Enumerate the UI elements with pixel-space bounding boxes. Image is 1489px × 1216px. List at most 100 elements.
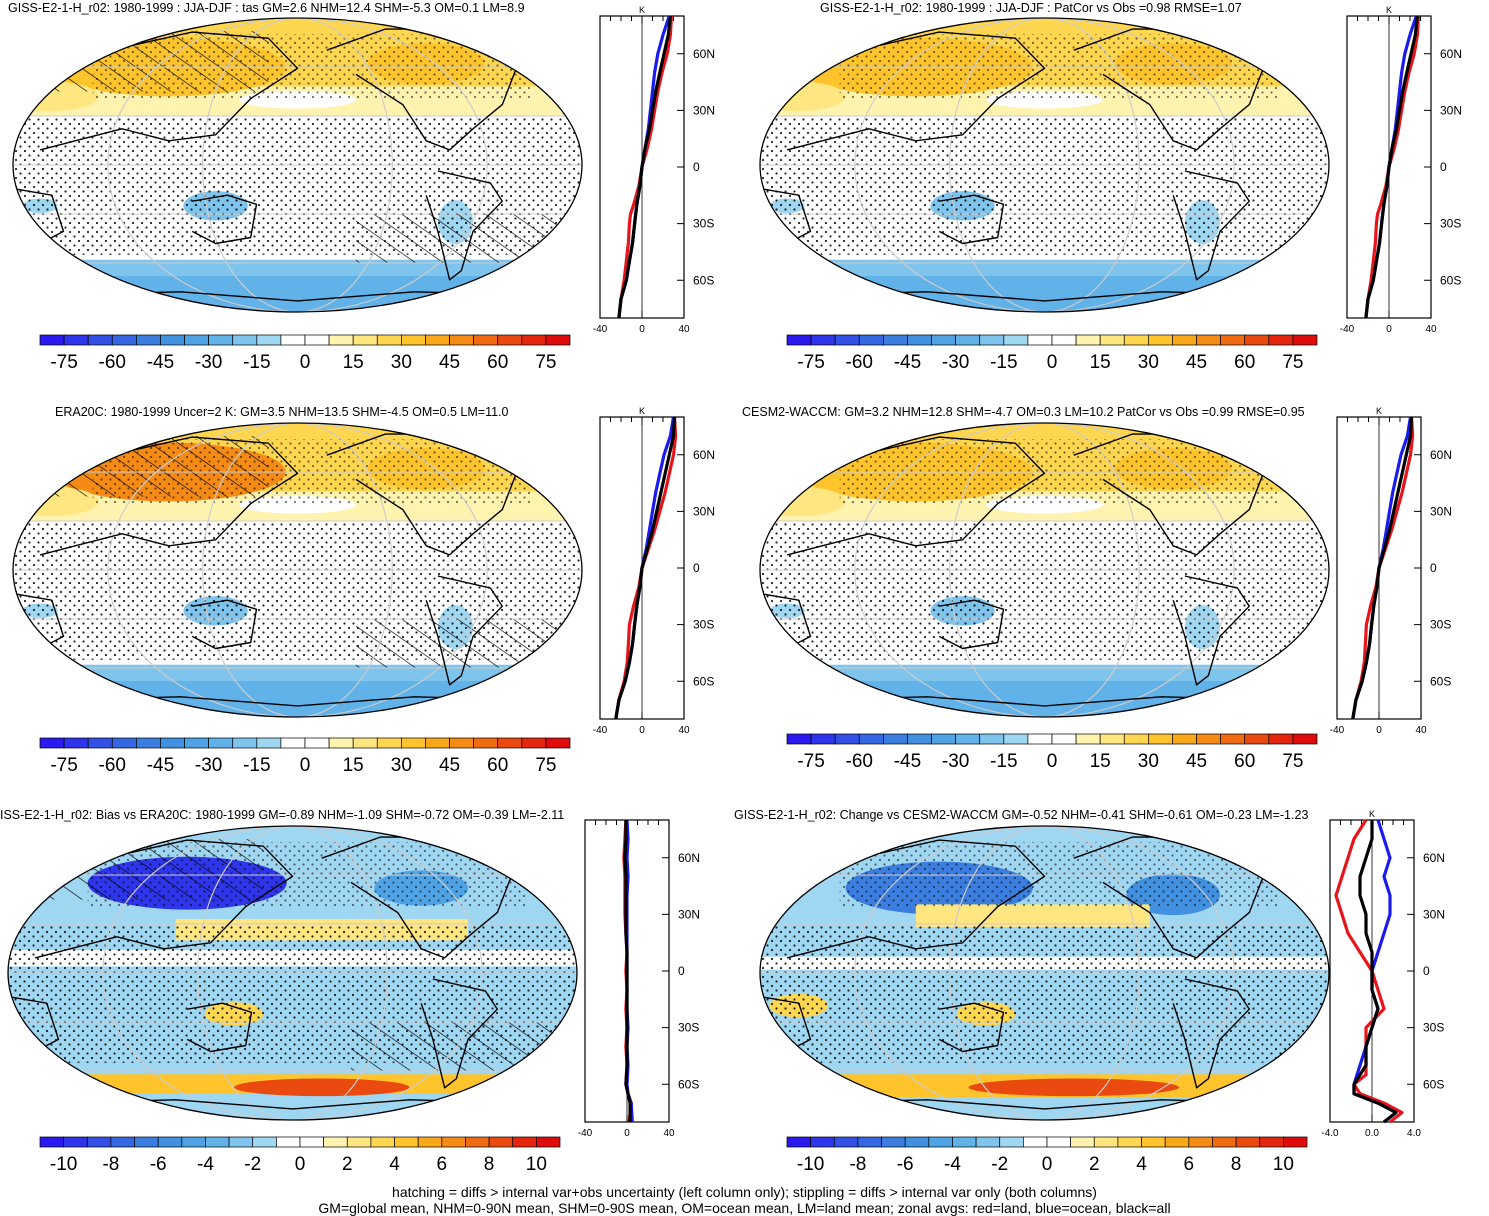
colorbar-box xyxy=(181,1136,206,1148)
colorbar-box xyxy=(136,334,161,346)
colorbar-box xyxy=(425,334,450,346)
map xyxy=(759,825,1330,1121)
colorbar-box xyxy=(1148,334,1173,346)
colorbar-box xyxy=(928,1136,953,1148)
colorbar-tick-label: 30 xyxy=(1138,751,1159,772)
colorbar-box xyxy=(952,1136,977,1148)
warm-antarctic-coast xyxy=(234,1078,410,1097)
colorbar-tick-label: 15 xyxy=(1090,751,1111,772)
zonal-y-tick-label: 60N xyxy=(678,851,700,865)
map-border xyxy=(759,17,1330,313)
colorbar-box xyxy=(883,733,908,745)
colorbar-box xyxy=(299,1136,324,1148)
colorbar-box xyxy=(232,334,258,346)
zonal-y-tick-label: 60S xyxy=(693,273,714,287)
colorbar-tick-label: -30 xyxy=(195,352,222,373)
zonal-x-tick-label: 0 xyxy=(639,725,645,736)
zonal-x-tick-label: -40 xyxy=(1330,725,1345,736)
colorbar-box xyxy=(1283,1136,1308,1148)
hatching xyxy=(356,214,561,263)
hatching xyxy=(356,619,561,668)
continent-australia xyxy=(191,599,258,650)
colorbar-tick-label: 0 xyxy=(1047,751,1058,772)
colorbar-box xyxy=(786,733,812,745)
colorbar-tick-label: 15 xyxy=(343,352,364,373)
band-antarctic-inner xyxy=(760,276,1329,312)
zonal-x-tick-label: 0 xyxy=(624,1128,630,1139)
zonal-y-tick-label: 0 xyxy=(1430,561,1437,575)
colorbar-box xyxy=(1003,733,1029,745)
colorbar-box xyxy=(857,1136,882,1148)
colorbar-box xyxy=(858,334,884,346)
colorbar-box xyxy=(1027,733,1053,745)
colorbar: -75 -60 -45 -30 -15 0 15 30 45 60 75 xyxy=(39,737,571,776)
colorbar-tick-label: 45 xyxy=(1186,352,1207,373)
colorbar-box xyxy=(160,737,185,749)
map xyxy=(7,825,578,1121)
colorbar-box xyxy=(955,733,981,745)
colorbar-tick-label: 75 xyxy=(535,755,556,776)
colorbar-box xyxy=(497,737,523,749)
colorbar-box xyxy=(86,1136,112,1148)
zonal-y-tick-label: 30N xyxy=(693,103,715,117)
colorbar-box xyxy=(931,334,956,346)
colorbar-box xyxy=(346,1136,372,1148)
colorbar-box xyxy=(425,737,450,749)
colorbar-tick-label: -2 xyxy=(244,1154,261,1175)
map-field xyxy=(760,826,1329,1120)
map-border xyxy=(759,422,1330,718)
continent-australia xyxy=(938,194,1005,245)
zonal-y-tick-label: 60S xyxy=(1440,273,1461,287)
colorbar-box xyxy=(111,737,137,749)
zonal-y-tick-label: 30S xyxy=(693,217,714,231)
warm-europe xyxy=(760,486,846,517)
colorbar-box xyxy=(536,1136,561,1148)
colorbar-tick-label: 30 xyxy=(391,352,412,373)
zonal-y-tick-label: 30N xyxy=(693,504,715,518)
colorbar-box xyxy=(276,1136,301,1148)
continent-south-america xyxy=(1172,170,1250,281)
colorbar-tick-label: 10 xyxy=(1273,1154,1294,1175)
colorbar-box xyxy=(394,1136,419,1148)
zonal-land-line xyxy=(1334,819,1404,1124)
panel-title: GISS-E2-1-H_r02: Change vs CESM2-WACCM G… xyxy=(734,808,1309,822)
zonal-all-line xyxy=(1351,416,1414,720)
zonal-x-tick-label: 40 xyxy=(678,725,690,736)
colorbar-tick-label: -15 xyxy=(243,755,270,776)
continent-south-america xyxy=(425,575,503,686)
zonal-x-tick-label: 0.0 xyxy=(1365,1128,1379,1139)
continent-australia xyxy=(938,599,1005,650)
colorbar-box xyxy=(401,737,426,749)
colorbar-box xyxy=(323,1136,348,1148)
map-border xyxy=(12,422,583,718)
colorbar-tick-label: 2 xyxy=(1089,1154,1100,1175)
colorbar-box xyxy=(1244,334,1270,346)
colorbar-tick-label: -8 xyxy=(849,1154,866,1175)
warm-europe xyxy=(760,81,846,112)
zonal-y-tick-label: 60S xyxy=(678,1077,699,1091)
zonal-y-tick-label: 60S xyxy=(1423,1077,1444,1091)
zonal-y-tick-label: 0 xyxy=(693,160,700,174)
hatching xyxy=(34,31,269,92)
zonal-x-tick-label: 0 xyxy=(1376,725,1382,736)
colorbar-box xyxy=(376,334,402,346)
colorbar-box xyxy=(328,737,354,749)
colorbar-tick-label: -75 xyxy=(797,352,824,373)
colorbar-tick-label: 60 xyxy=(487,352,508,373)
colorbar-tick-label: -75 xyxy=(50,352,77,373)
colorbar-tick-label: -60 xyxy=(846,352,873,373)
colorbar-box xyxy=(979,733,1005,745)
graticule-lon xyxy=(854,423,1235,717)
zonal-unit-label: K xyxy=(639,5,645,15)
zonal-plot: -40 0 40 60N 30N 0 30S 60S xyxy=(578,819,700,1139)
zonal-x-tick-label: -40 xyxy=(593,324,608,335)
colorbar-box xyxy=(87,737,113,749)
zonal-all-line xyxy=(1364,15,1419,319)
colorbar-box xyxy=(786,1136,811,1148)
colorbar-tick-label: 45 xyxy=(439,352,460,373)
colorbar-tick-label: 75 xyxy=(535,352,556,373)
colorbar-box xyxy=(1051,334,1077,346)
map-field xyxy=(8,826,577,1120)
colorbar-box xyxy=(1027,334,1053,346)
colorbar-box xyxy=(955,334,981,346)
